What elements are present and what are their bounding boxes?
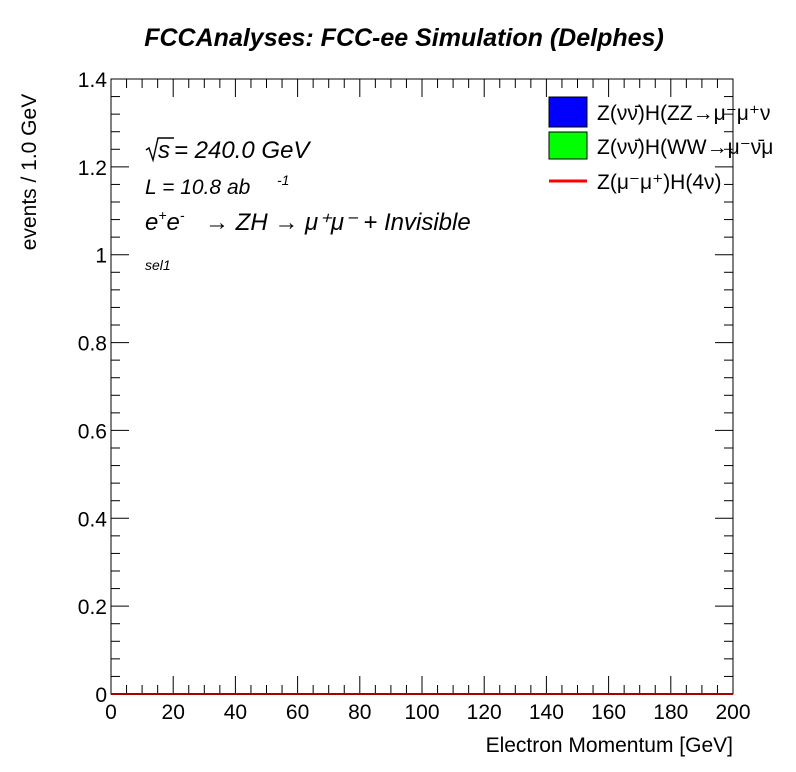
legend-swatch-ww: [548, 131, 588, 160]
process-annotation: e+e- → ZH → μ⁺μ⁻ + Invisible: [145, 207, 471, 236]
sqrt-s-annotation: s = 240.0 GeV: [145, 137, 311, 164]
lumi-text: L = 10.8 ab: [145, 176, 251, 199]
x-axis-label: Electron Momentum [GeV]: [486, 734, 733, 757]
legend-label-4nu: Z(μ⁻μ⁺)H(4ν): [597, 171, 722, 194]
x-tick-label: 20: [162, 701, 185, 724]
x-ticks: 0 20 40 60 80 100 120 140 160 180 200: [105, 79, 751, 724]
sqrt-s-value: = 240.0 GeV: [174, 137, 311, 164]
lumi-annotation: L = 10.8 ab -1: [145, 172, 289, 199]
x-tick-label: 60: [286, 701, 309, 724]
y-axis-label: events / 1.0 GeV: [18, 94, 41, 250]
sqrt-symbol: [145, 137, 174, 163]
x-tick-label: 0: [105, 701, 117, 724]
process-text: → ZH → μ⁺μ⁻ + Invisible: [205, 209, 471, 236]
x-tick-label: 40: [224, 701, 247, 724]
annotations: s = 240.0 GeV L = 10.8 ab -1 e+e- → ZH →…: [145, 137, 471, 273]
legend-swatch-zz: [548, 96, 588, 128]
selection-label: sel1: [145, 257, 171, 273]
y-tick-label: 1.2: [78, 157, 107, 180]
x-tick-label: 140: [529, 701, 564, 724]
y-tick-label: 0: [95, 684, 107, 707]
y-tick-label: 0.2: [78, 596, 107, 619]
y-tick-label: 1.4: [78, 69, 108, 92]
process-prefix: e+e-: [145, 207, 185, 236]
x-tick-label: 160: [591, 701, 626, 724]
y-ticks: 0 0.2 0.4 0.6 0.8 1 1.2 1.4: [78, 69, 733, 707]
y-tick-label: 0.6: [78, 420, 107, 443]
x-tick-label: 80: [348, 701, 371, 724]
x-tick-label: 180: [653, 701, 688, 724]
x-tick-label: 200: [715, 701, 750, 724]
sqrt-s-letter: s: [158, 137, 170, 164]
y-tick-label: 0.4: [78, 508, 108, 531]
legend: Z(νν̄)H(ZZ→μ⁻μ⁺ν Z(νν̄)H(WW→μ⁻ν̄μ Z(μ⁻μ⁺…: [548, 96, 773, 194]
legend-label-zz: Z(νν̄)H(ZZ→μ⁻μ⁺ν: [597, 102, 771, 125]
y-tick-label: 0.8: [78, 333, 107, 356]
lumi-exponent: -1: [277, 172, 289, 188]
legend-label-ww: Z(νν̄)H(WW→μ⁻ν̄μ: [597, 136, 773, 159]
chart-title: FCCAnalyses: FCC-ee Simulation (Delphes): [144, 24, 664, 52]
x-tick-label: 120: [467, 701, 502, 724]
y-tick-label: 1: [95, 245, 107, 268]
x-tick-label: 100: [404, 701, 439, 724]
